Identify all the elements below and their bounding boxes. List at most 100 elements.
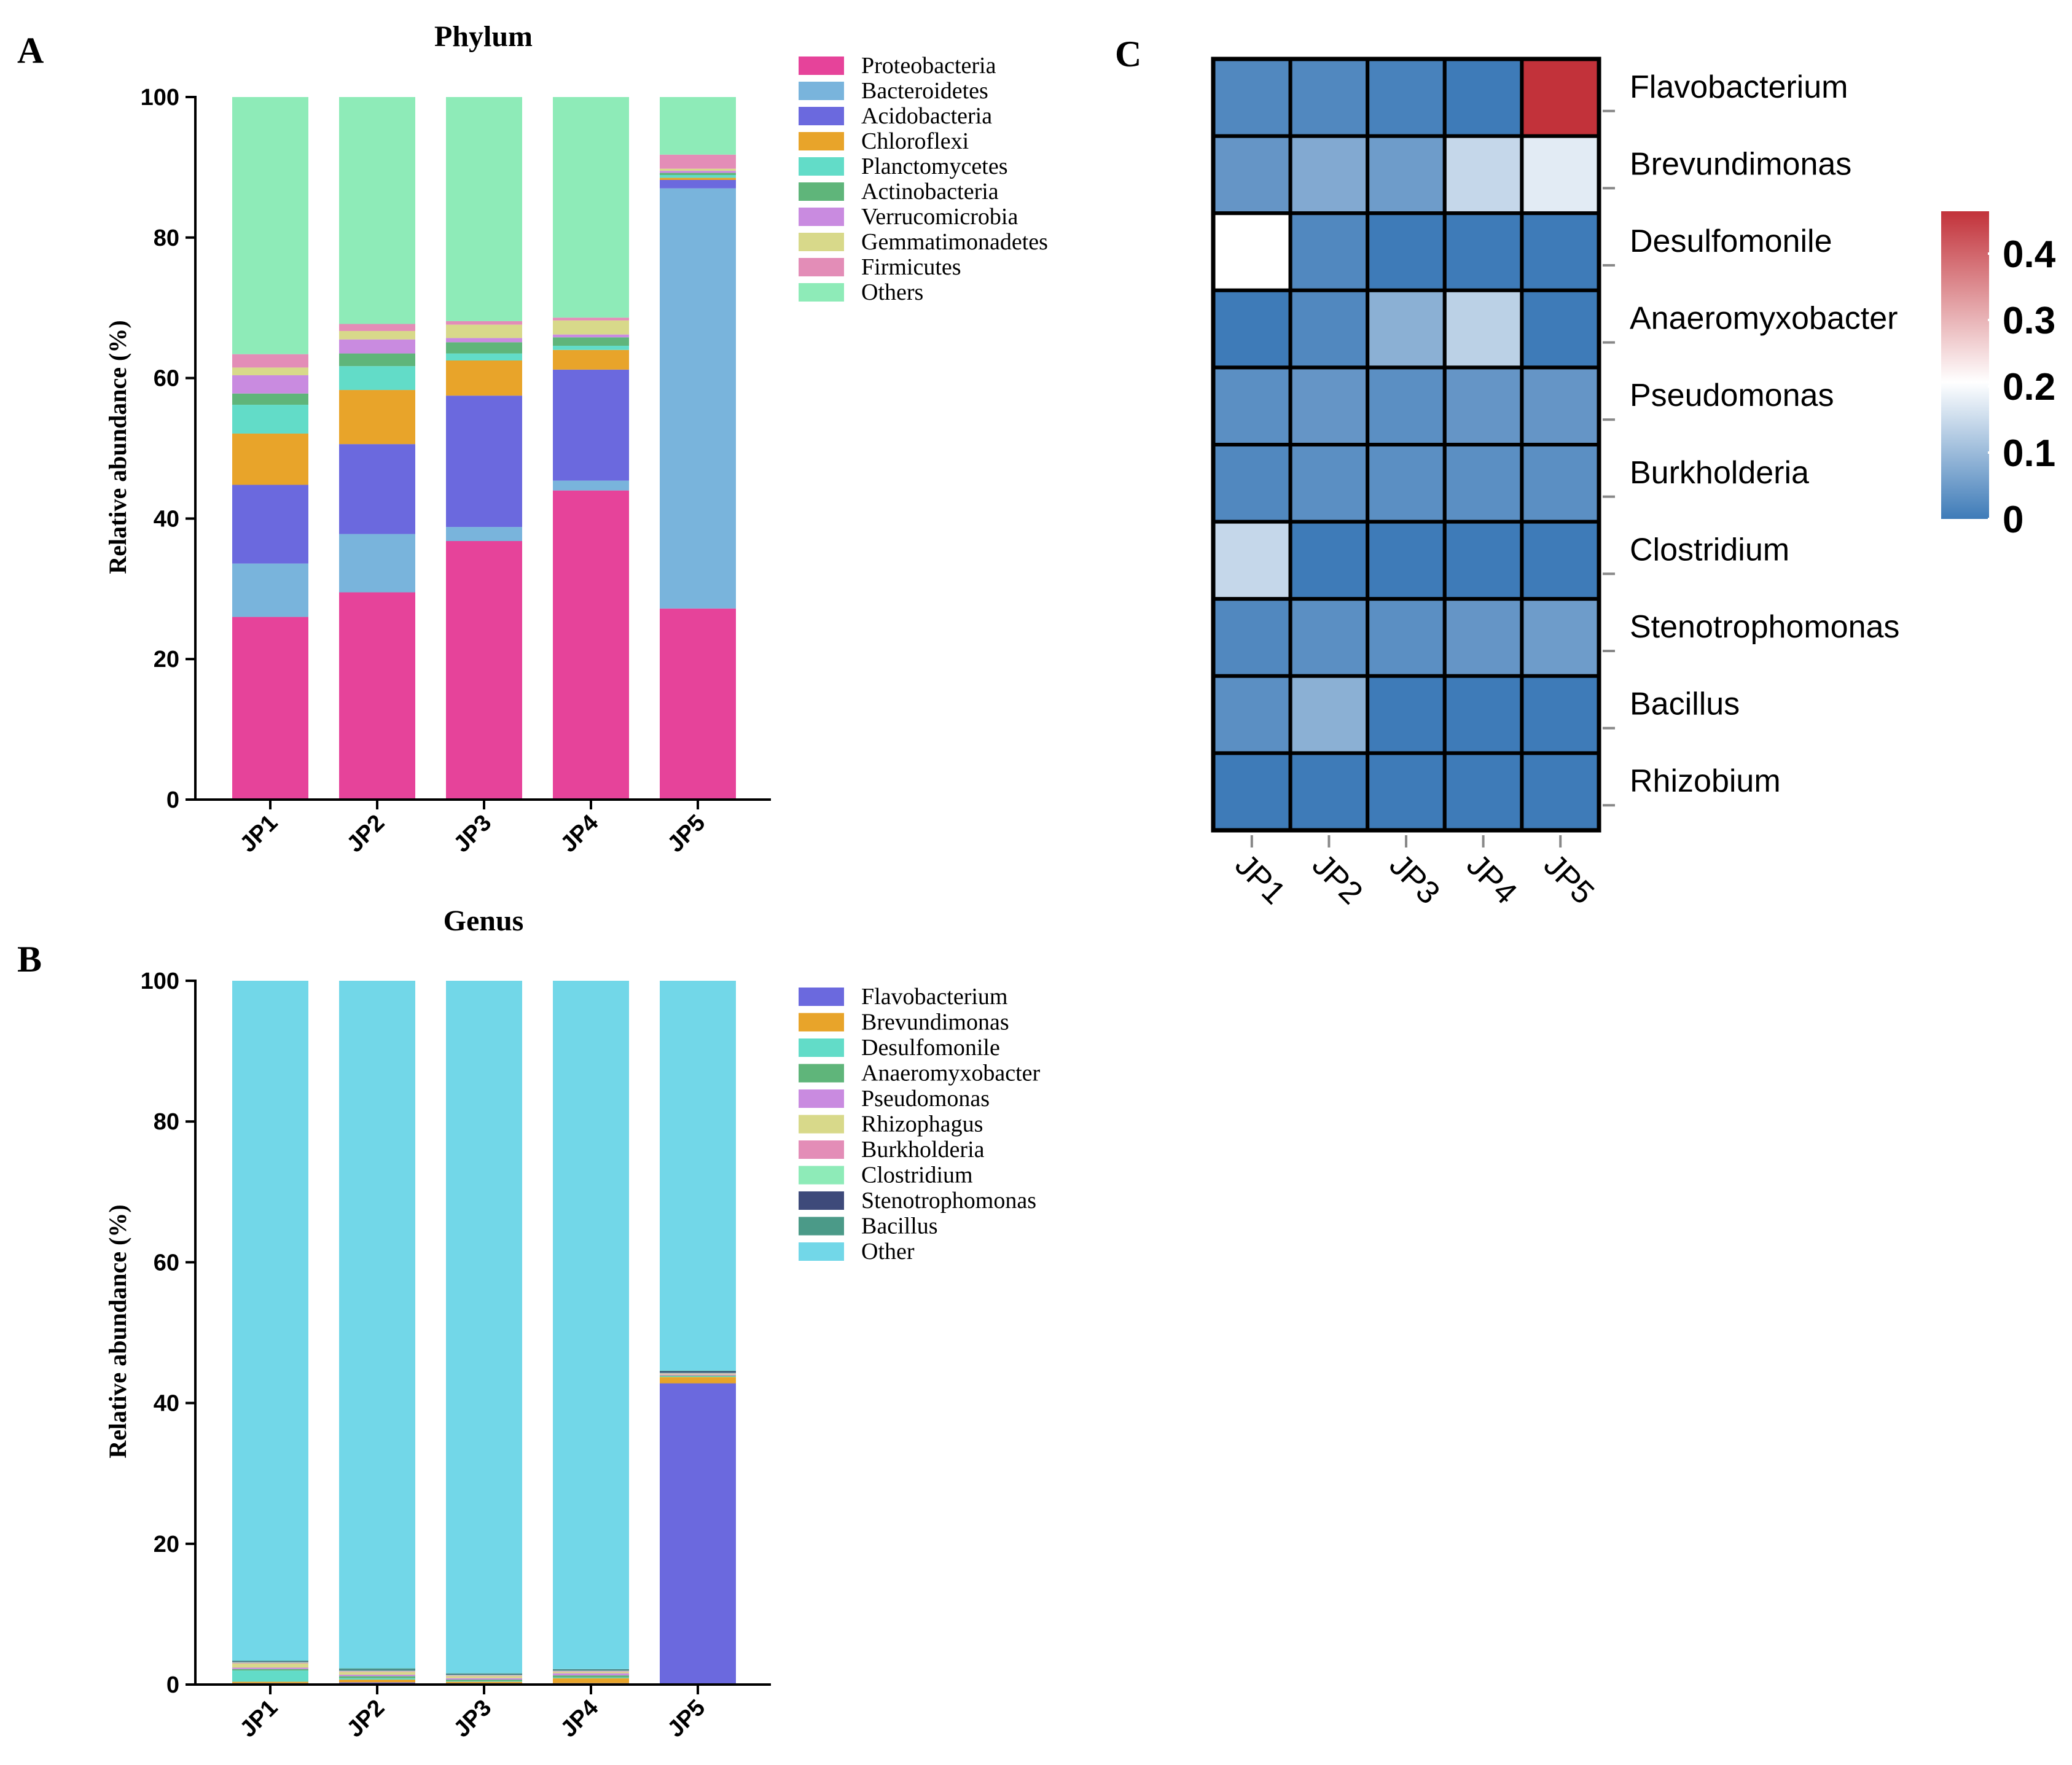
chart-a-title: Phylum: [434, 20, 533, 53]
heatmap-cell-rhizobium-jp2: [1288, 751, 1370, 833]
heatmap-cell-desulfomonile-jp1: [1211, 211, 1292, 292]
legend-swatch-0: [799, 56, 844, 75]
legend-label-6: Verrucomicrobia: [861, 204, 1018, 230]
y-tick-label: 0: [166, 1672, 179, 1698]
bar-segment-jp5-1: [660, 188, 736, 609]
bar-segment-jp5-6: [660, 1373, 736, 1374]
row-label-stenotrophomonas: Stenotrophomonas: [1630, 609, 1899, 645]
heatmap-cell-desulfomonile-jp4: [1442, 211, 1524, 292]
legend-label-4: Planctomycetes: [861, 154, 1007, 179]
bar-segment-jp4-2: [553, 369, 629, 481]
legend-swatch-9: [799, 283, 844, 302]
bar-segment-jp2-9: [339, 97, 415, 324]
bar-segment-jp1-7: [232, 367, 308, 376]
legend-label-3: Chloroflexi: [861, 128, 969, 154]
chart-b-title: Genus: [444, 905, 524, 937]
bar-segment-jp5-3: [660, 177, 736, 180]
legend-swatch-9: [799, 1217, 844, 1236]
legend-swatch-1: [799, 82, 844, 100]
bar-segment-jp2-10: [339, 981, 415, 1669]
bar-segment-jp2-2: [339, 444, 415, 534]
heatmap-cell-clostridium-jp5: [1520, 520, 1601, 601]
bar-segment-jp4-7: [553, 1670, 629, 1672]
chart-a-plot-area: JP1 JP2 JP3 JP4 JP5 0 20 40 60 80 100: [141, 85, 771, 857]
x-tick-label-jp5: JP5: [663, 1695, 711, 1743]
bar-segment-jp5-8: [660, 1371, 736, 1373]
bar-segment-jp4-4: [553, 1673, 629, 1676]
colorbar-tick-label: 0.2: [2003, 366, 2055, 408]
bar-segment-jp5-2: [660, 179, 736, 189]
x-tick-label-jp1: JP1: [235, 810, 283, 858]
heatmap-cell-anaeromyxobacter-jp5: [1520, 288, 1601, 370]
row-label-pseudomonas: Pseudomonas: [1630, 378, 1834, 413]
x-tick-label-jp4: JP4: [556, 810, 604, 858]
row-label-flavobacterium: Flavobacterium: [1630, 69, 1848, 105]
legend-swatch-6: [799, 1140, 844, 1159]
bar-segment-jp2-2: [339, 1678, 415, 1680]
legend-label-0: Proteobacteria: [861, 53, 996, 79]
bar-segment-jp5-5: [660, 173, 736, 175]
bar-segment-jp2-5: [339, 1672, 415, 1675]
legend-swatch-3: [799, 132, 844, 150]
legend-swatch-10: [799, 1242, 844, 1261]
heatmap-cell-burkholderia-jp5: [1520, 443, 1601, 524]
heatmap-cell-rhizobium-jp5: [1520, 751, 1601, 833]
col-label-jp2: JP2: [1305, 847, 1369, 911]
bar-segment-jp2-0: [339, 592, 415, 800]
heatmap-cell-desulfomonile-jp2: [1288, 211, 1370, 292]
heatmap-cell-rhizobium-jp3: [1366, 751, 1447, 833]
bar-segment-jp3-0: [446, 541, 522, 800]
bar-segment-jp3-2: [446, 395, 522, 528]
phylum-stacked-bar-chart: Phylum Relative abundance (%) JP1 JP2 JP3 J…: [104, 20, 1048, 857]
chart-a-ylabel: Relative abundance (%): [104, 320, 131, 574]
panel-label-b: B: [17, 939, 42, 980]
bar-segment-jp1-4: [232, 405, 308, 434]
heatmap-cell-clostridium-jp3: [1366, 520, 1447, 601]
bar-segment-jp4-6: [553, 334, 629, 338]
legend-label-2: Acidobacteria: [861, 103, 992, 129]
legend-label-3: Anaeromyxobacter: [861, 1061, 1041, 1086]
bar-segment-jp5-6: [660, 171, 736, 173]
panel-label-a: A: [17, 30, 44, 71]
bar-segment-jp5-4: [660, 1374, 736, 1376]
heatmap-cell-pseudomonas-jp2: [1288, 365, 1370, 447]
bar-segment-jp2-7: [339, 330, 415, 340]
legend-swatch-2: [799, 107, 844, 125]
bar-segment-jp5-2: [660, 1376, 736, 1377]
heatmap-border: [1211, 56, 1601, 833]
legend-label-1: Brevundimonas: [861, 1010, 1009, 1035]
heatmap-cell-flavobacterium-jp1: [1211, 57, 1292, 138]
bar-segment-jp5-5: [660, 1374, 736, 1375]
row-label-anaeromyxobacter: Anaeromyxobacter: [1630, 301, 1898, 337]
heatmap-cell-bacillus-jp1: [1211, 674, 1292, 755]
heatmap-cell-anaeromyxobacter-jp3: [1366, 288, 1447, 370]
heatmap-cell-rhizobium-jp1: [1211, 751, 1292, 833]
x-tick-label-jp2: JP2: [342, 1695, 390, 1743]
legend-label-5: Actinobacteria: [861, 179, 999, 205]
col-label-jp4: JP4: [1460, 847, 1523, 911]
col-label-jp1: JP1: [1228, 847, 1292, 911]
legend-label-7: Gemmatimonadetes: [861, 229, 1048, 255]
bar-segment-jp5-10: [660, 981, 736, 1371]
legend-swatch-8: [799, 1191, 844, 1210]
legend-swatch-1: [799, 1013, 844, 1032]
bar-segment-jp4-3: [553, 349, 629, 370]
legend-label-6: Burkholderia: [861, 1137, 985, 1163]
heatmap-cell-stenotrophomonas-jp4: [1442, 597, 1524, 678]
heatmap-cell-bacillus-jp4: [1442, 674, 1524, 755]
heatmap-cell-stenotrophomonas-jp5: [1520, 597, 1601, 678]
x-tick-label-jp2: JP2: [342, 810, 390, 858]
legend-swatch-2: [799, 1038, 844, 1057]
colorbar-gradient: [1941, 211, 1989, 519]
bar-segment-jp2-4: [339, 1674, 415, 1677]
bar-segment-jp3-3: [446, 1679, 522, 1681]
bar-segment-jp4-9: [553, 97, 629, 318]
bar-segment-jp1-10: [232, 981, 308, 1661]
bar-segment-jp3-6: [446, 1675, 522, 1677]
colorbar-tick-label: 0.4: [2003, 233, 2056, 276]
x-tick-label-jp3: JP3: [449, 810, 497, 858]
legend-swatch-5: [799, 182, 844, 201]
bar-segment-jp1-1: [232, 563, 308, 617]
heatmap-cell-pseudomonas-jp4: [1442, 365, 1524, 447]
bar-segment-jp4-1: [553, 480, 629, 491]
